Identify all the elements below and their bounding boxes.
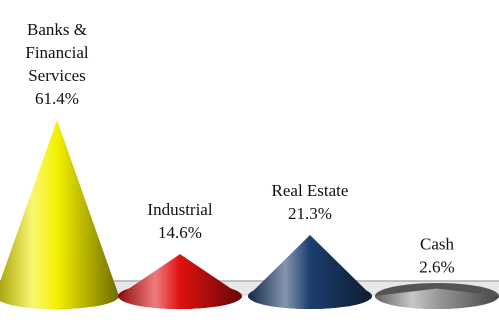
category-label-0-2: Services xyxy=(28,66,86,85)
category-label-0-1: Financial xyxy=(25,43,89,62)
category-label-3-0: Cash xyxy=(420,235,455,254)
cone-bar-0 xyxy=(0,120,119,309)
category-label-0-0: Banks & xyxy=(27,20,87,39)
chart-labels: Banks & Financial Services 61.4% Industrial 1… xyxy=(25,20,454,277)
cone-bar-1 xyxy=(118,254,242,309)
category-label-1-0: Industrial xyxy=(147,200,212,219)
value-label-0: 61.4% xyxy=(35,89,79,108)
value-label-1: 14.6% xyxy=(158,223,202,242)
category-label-2-0: Real Estate xyxy=(272,181,349,200)
chart-marks xyxy=(0,120,499,309)
value-label-2: 21.3% xyxy=(288,204,332,223)
cone-bar-3 xyxy=(375,288,499,309)
value-label-3: 2.6% xyxy=(419,258,454,277)
cone-bar-2 xyxy=(248,234,372,309)
